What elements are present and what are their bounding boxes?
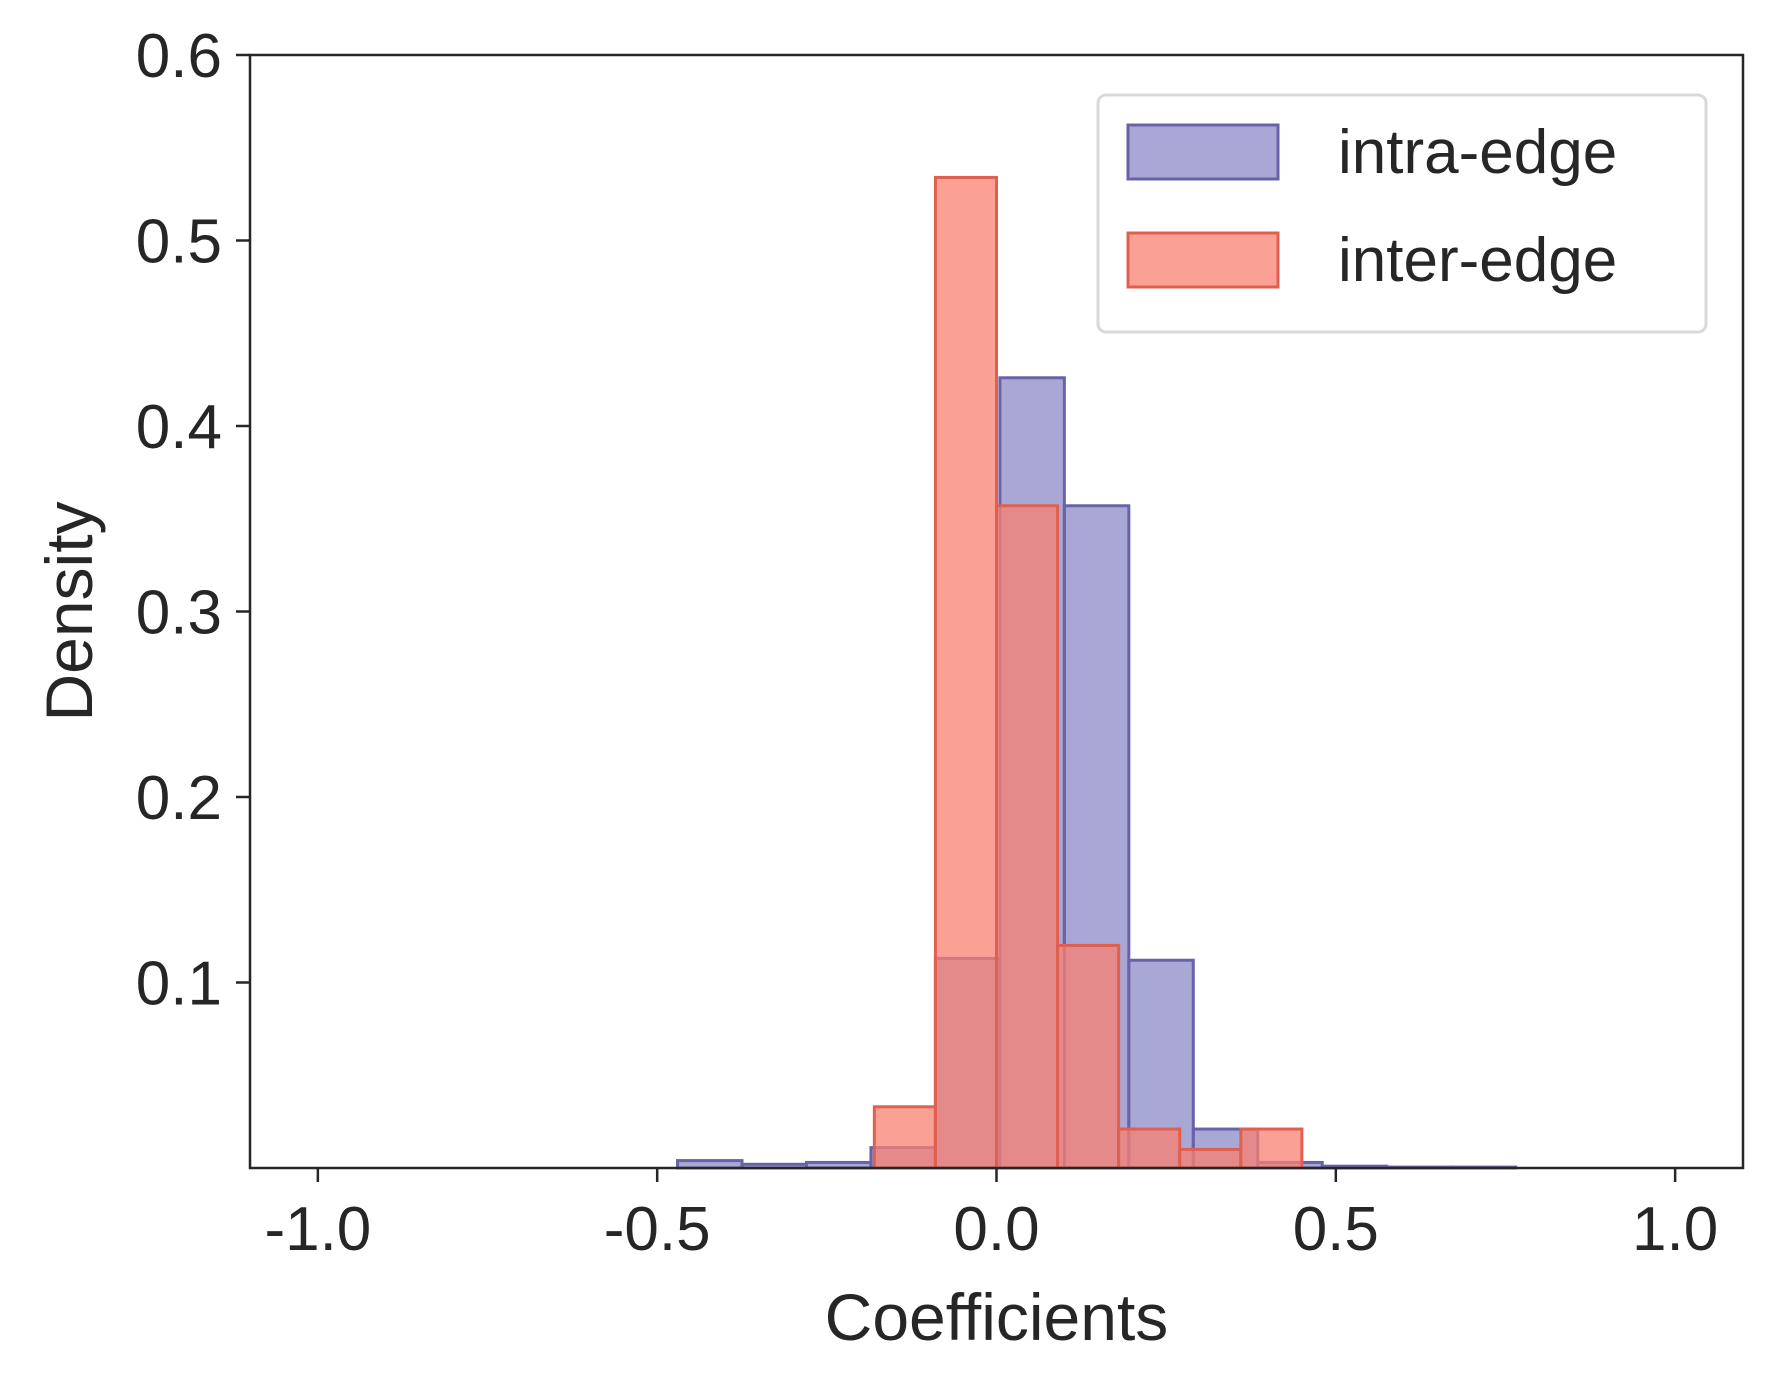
inter-edge-bar-3 — [1056, 943, 1121, 1170]
y-axis: 0.1 0.2 0.3 0.4 0.5 0.6 — [136, 22, 250, 1019]
x-tick-label-1: -0.5 — [604, 1195, 711, 1264]
legend-swatch-intra-edge — [1126, 123, 1280, 181]
inter-edge-bar-5 — [1178, 1147, 1243, 1170]
y-tick-label-0: 0.1 — [136, 950, 222, 1019]
y-axis-label: Density — [32, 501, 106, 721]
x-tick-label-3: 0.5 — [1293, 1195, 1379, 1264]
y-tick-label-5: 0.6 — [136, 22, 222, 91]
y-tick-label-2: 0.3 — [136, 579, 222, 648]
legend-label-intra-edge: intra-edge — [1338, 118, 1617, 187]
inter-edge-bar-2 — [995, 504, 1060, 1170]
inter-edge-bar-0 — [872, 1105, 937, 1170]
x-tick-label-2: 0.0 — [953, 1195, 1039, 1264]
x-axis: -1.0 -0.5 0.0 0.5 1.0 — [264, 1168, 1718, 1264]
inter-edge-bar-4 — [1117, 1127, 1182, 1170]
x-axis-label: Coefficients — [825, 1280, 1169, 1354]
y-tick-label-1: 0.2 — [136, 764, 222, 833]
legend: intra-edge inter-edge — [1096, 93, 1708, 334]
y-tick-label-3: 0.4 — [136, 393, 222, 462]
legend-label-inter-edge: inter-edge — [1338, 226, 1617, 295]
x-tick-label-4: 1.0 — [1632, 1195, 1718, 1264]
inter-edge-bar-6 — [1239, 1127, 1304, 1170]
inter-edge-bars — [872, 175, 1304, 1170]
y-tick-label-4: 0.5 — [136, 208, 222, 277]
x-tick-label-0: -1.0 — [264, 1195, 371, 1264]
inter-edge-bar-1 — [933, 175, 999, 1170]
legend-swatch-inter-edge — [1126, 231, 1280, 289]
